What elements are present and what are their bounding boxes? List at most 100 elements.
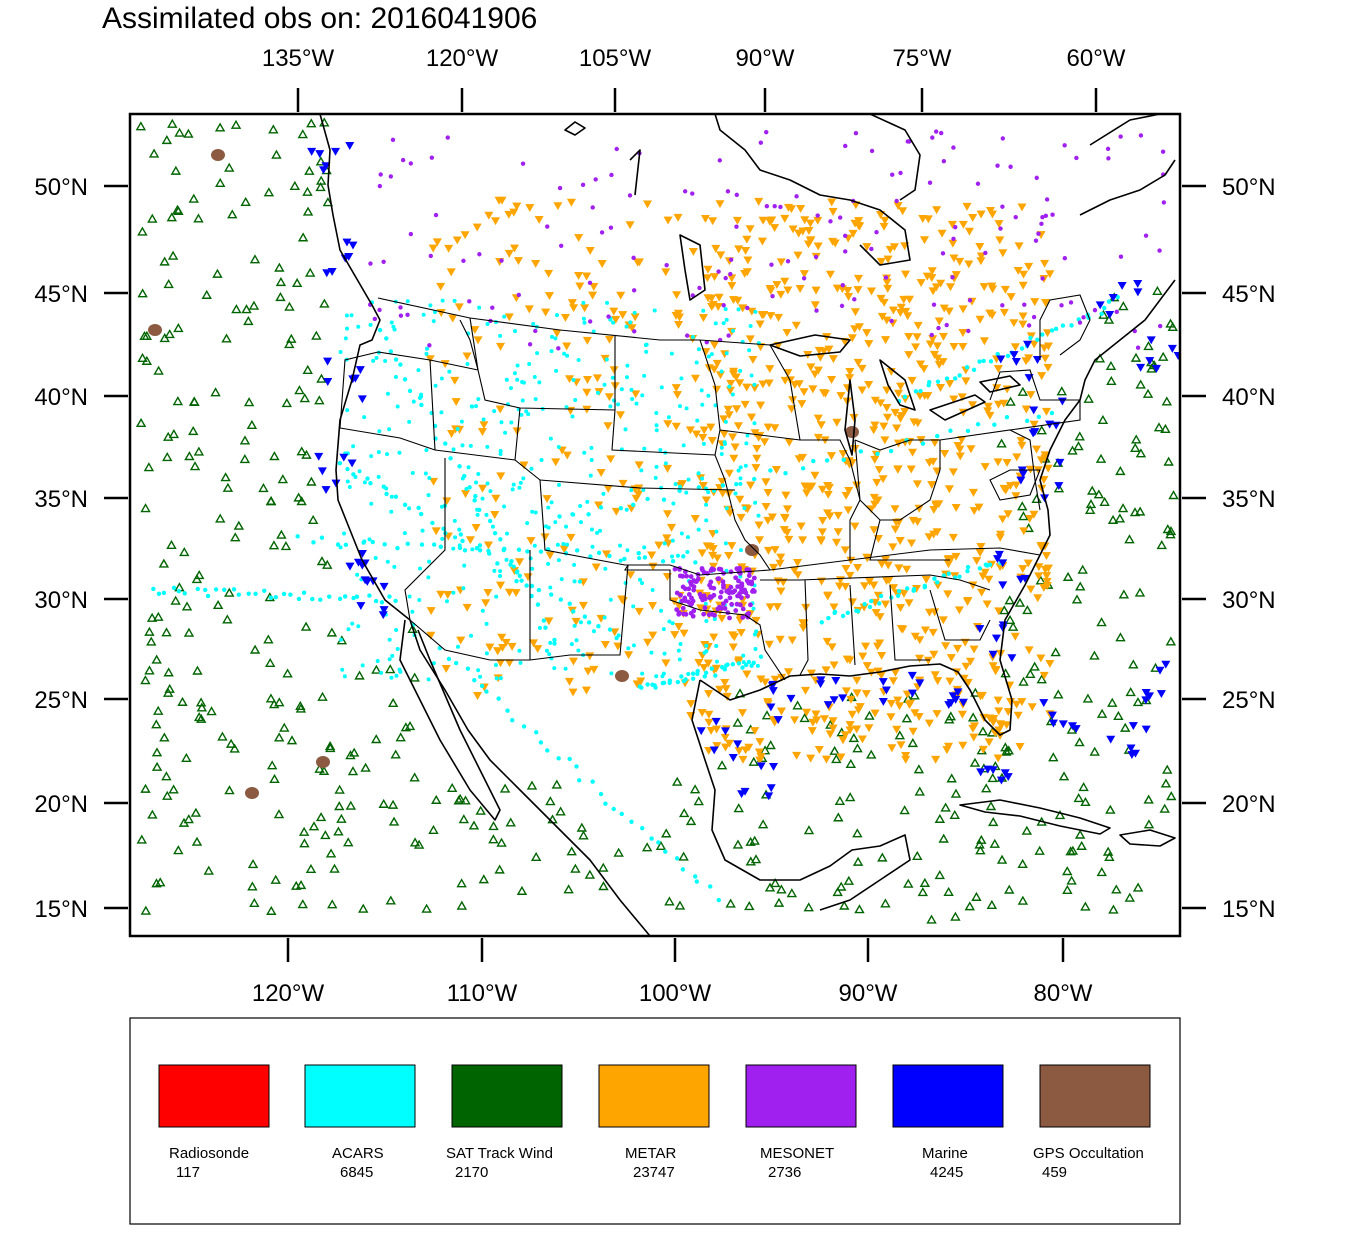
sat-wind-marker	[693, 796, 704, 806]
sat-wind-marker	[179, 547, 190, 557]
lat-label-right: 35°N	[1222, 486, 1276, 513]
sat-wind-marker	[1165, 636, 1177, 646]
sat-wind-marker	[315, 175, 327, 185]
mesonet-marker	[429, 155, 435, 160]
acars-marker	[525, 549, 530, 554]
metar-marker	[965, 657, 976, 666]
acars-marker	[477, 548, 483, 553]
metar-marker	[504, 588, 514, 597]
lat-label-left: 15°N	[34, 896, 88, 923]
metar-marker	[829, 603, 839, 612]
metar-marker	[800, 686, 811, 695]
metar-marker	[647, 551, 657, 560]
sat-wind-marker	[1062, 571, 1074, 581]
metar-marker	[879, 298, 889, 307]
metar-marker	[495, 405, 505, 414]
sat-wind-marker	[1004, 884, 1015, 894]
mesonet-marker	[686, 586, 692, 592]
sat-wind-marker	[1134, 506, 1146, 516]
marine-marker	[1117, 281, 1127, 290]
metar-marker	[589, 283, 599, 291]
acars-marker	[447, 369, 452, 374]
metar-marker	[924, 719, 934, 728]
sat-wind-marker	[225, 738, 237, 748]
metar-marker	[945, 283, 955, 292]
acars-marker	[478, 674, 483, 679]
metar-marker	[1024, 646, 1034, 655]
mesonet-marker	[516, 292, 522, 298]
sat-wind-marker	[725, 898, 736, 908]
acars-marker	[319, 535, 325, 540]
acars-marker	[713, 673, 718, 678]
metar-marker	[758, 216, 768, 225]
legend-item-sat-track-wind: SAT Track Wind 2170	[446, 1064, 563, 1181]
metar-marker	[461, 490, 471, 499]
acars-marker	[736, 661, 742, 666]
metar-marker	[1021, 405, 1031, 414]
acars-marker	[696, 471, 701, 476]
acars-marker	[465, 666, 471, 671]
metar-marker	[770, 675, 780, 684]
sat-wind-marker	[286, 333, 297, 343]
metar-marker	[857, 735, 867, 744]
acars-marker	[553, 336, 558, 341]
sat-wind-marker	[284, 301, 295, 311]
metar-marker	[761, 478, 771, 487]
marine-marker	[711, 717, 721, 726]
acars-marker	[603, 566, 608, 571]
sat-wind-marker	[181, 601, 193, 611]
acars-marker	[652, 308, 657, 313]
sat-wind-marker	[139, 330, 150, 341]
metar-marker	[846, 695, 856, 704]
acars-marker	[1049, 410, 1055, 416]
acars-marker	[965, 428, 971, 434]
metar-marker	[989, 714, 999, 723]
metar-marker	[515, 558, 525, 567]
sat-wind-marker	[1089, 650, 1100, 660]
acars-marker	[357, 469, 362, 474]
mesonet-marker	[676, 611, 682, 617]
sat-wind-marker	[1086, 485, 1098, 495]
sat-wind-marker	[1018, 511, 1029, 521]
sat-wind-marker	[1050, 647, 1061, 657]
acars-marker	[642, 545, 647, 550]
acars-marker	[642, 446, 647, 451]
acars-marker	[670, 559, 676, 564]
metar-marker	[1015, 743, 1025, 751]
marine-marker	[823, 701, 833, 710]
marine-marker	[998, 581, 1008, 590]
acars-marker	[988, 359, 994, 364]
sat-wind-marker	[212, 599, 224, 610]
acars-marker	[598, 505, 604, 510]
acars-marker	[649, 650, 654, 655]
sat-wind-marker	[296, 446, 307, 456]
metar-marker	[733, 422, 743, 431]
acars-marker	[855, 609, 861, 614]
sat-wind-marker	[269, 451, 280, 461]
acars-marker	[953, 376, 958, 381]
metar-marker	[1032, 445, 1042, 454]
metar-marker	[533, 645, 543, 653]
metar-marker	[817, 528, 827, 537]
acars-marker	[203, 587, 208, 593]
marine-marker	[1055, 458, 1065, 467]
acars-marker	[515, 377, 520, 382]
acars-marker	[749, 373, 754, 378]
metar-marker	[907, 539, 917, 548]
metar-marker	[852, 676, 862, 685]
metar-marker	[616, 291, 626, 300]
metar-marker	[895, 702, 905, 711]
acars-marker	[634, 401, 639, 406]
metar-marker	[796, 522, 806, 531]
acars-marker	[498, 569, 503, 574]
mesonet-marker	[737, 584, 743, 589]
acars-marker	[679, 376, 684, 381]
acars-marker	[460, 538, 465, 544]
marine-marker	[991, 634, 1001, 643]
marine-marker	[1020, 574, 1030, 583]
metar-marker	[811, 710, 821, 719]
metar-marker	[838, 450, 848, 458]
marine-marker	[1009, 351, 1019, 360]
metar-marker	[993, 696, 1003, 705]
acars-marker	[637, 556, 642, 561]
